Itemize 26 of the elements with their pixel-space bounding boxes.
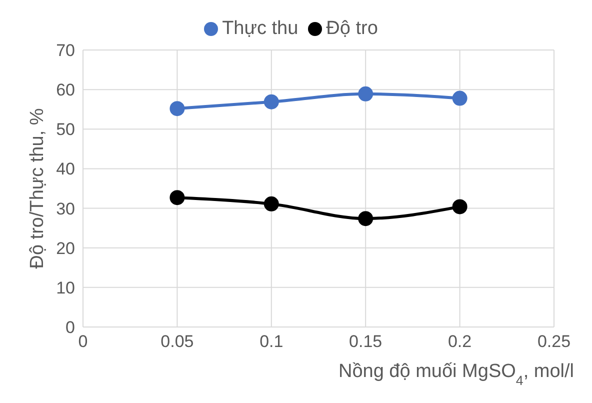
- legend-label: Độ tro: [326, 18, 378, 39]
- y-tick-label: 10: [56, 278, 75, 298]
- y-tick-label: 20: [56, 238, 75, 258]
- point: [452, 199, 468, 214]
- y-axis-title: Độ tro/Thực thu, %: [27, 108, 48, 269]
- y-tick-label: 30: [56, 199, 75, 218]
- x-tick-label: 0.2: [448, 332, 472, 352]
- point: [452, 90, 468, 106]
- point: [264, 94, 279, 110]
- x-tick-label: 0.05: [160, 332, 194, 352]
- y-tick-label: 50: [56, 120, 75, 140]
- x-tick-label: 0.15: [349, 332, 382, 352]
- y-tick-label: 70: [56, 41, 75, 60]
- y-tick-label: 0: [66, 318, 75, 338]
- x-tick-label: 0: [78, 332, 88, 352]
- legend-label: Thực thu: [222, 18, 298, 39]
- point: [170, 190, 185, 206]
- y-tick-label: 60: [56, 80, 75, 100]
- point: [358, 86, 374, 102]
- x-axis-title: Nồng độ muối MgSO$_{4}$, mol/l: [338, 361, 574, 388]
- x-tick-label: 0.25: [537, 332, 571, 352]
- x-tick-label: 0.1: [260, 332, 284, 352]
- point: [170, 101, 185, 116]
- point: [358, 211, 374, 226]
- y-tick-label: 40: [56, 160, 75, 179]
- point: [264, 196, 279, 212]
